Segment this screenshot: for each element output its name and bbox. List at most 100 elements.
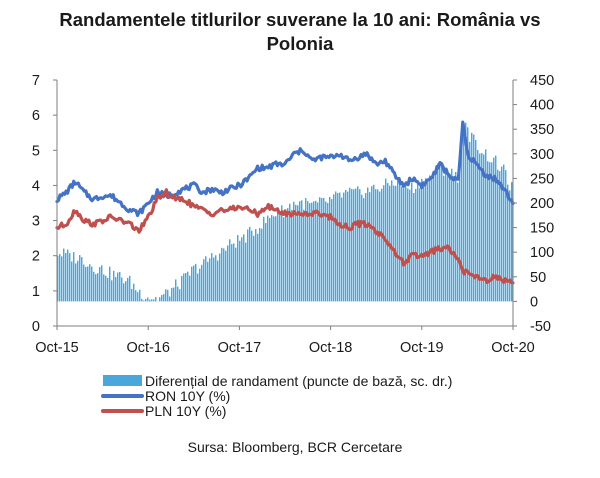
- right-tick-label: -50: [530, 319, 551, 335]
- chart-legend: Diferențial de randament (puncte de bază…: [101, 373, 452, 419]
- spread-bar: [207, 261, 209, 302]
- spread-bar: [365, 193, 367, 302]
- spread-bar: [465, 122, 467, 302]
- spread-bar: [107, 277, 109, 302]
- spread-bar: [317, 202, 319, 302]
- spread-bar: [91, 266, 93, 302]
- spread-bar: [89, 264, 91, 302]
- spread-bar: [393, 185, 395, 302]
- spread-bar: [259, 228, 261, 302]
- spread-bar: [471, 132, 473, 302]
- spread-bar: [485, 149, 487, 302]
- spread-bar: [153, 299, 155, 302]
- spread-bar: [265, 223, 267, 302]
- spread-bar: [93, 271, 95, 302]
- spread-bar: [313, 201, 315, 302]
- spread-bar: [331, 199, 333, 302]
- spread-bar: [167, 289, 169, 302]
- spread-bar: [215, 255, 217, 302]
- spread-bar: [237, 235, 239, 302]
- spread-bar: [115, 277, 117, 302]
- spread-bar: [453, 176, 455, 302]
- spread-bar: [187, 271, 189, 302]
- spread-bar: [263, 216, 265, 302]
- spread-bar: [147, 297, 149, 302]
- spread-bar: [349, 187, 351, 302]
- spread-bar: [123, 283, 125, 302]
- spread-bar: [333, 194, 335, 302]
- spread-bar: [165, 289, 167, 302]
- right-tick-label: 150: [530, 221, 554, 237]
- spread-bar: [431, 178, 433, 302]
- spread-bar: [255, 229, 257, 302]
- legend-label-spread: Diferențial de randament (puncte de bază…: [145, 373, 452, 389]
- spread-bar: [443, 175, 445, 302]
- spread-bar: [127, 278, 129, 302]
- spread-bar: [97, 273, 99, 302]
- spread-bars: [57, 122, 513, 302]
- spread-bar: [75, 263, 77, 302]
- spread-bar: [241, 237, 243, 302]
- spread-bar: [487, 161, 489, 302]
- spread-bar: [403, 188, 405, 302]
- left-tick-label: 5: [32, 143, 40, 159]
- spread-bar: [231, 244, 233, 302]
- spread-bar: [351, 189, 353, 302]
- spread-bar: [367, 187, 369, 302]
- legend-label-ron: RON 10Y (%): [145, 388, 230, 404]
- right-tick-label: 400: [530, 98, 554, 114]
- spread-bar: [63, 248, 65, 302]
- spread-bar: [481, 153, 483, 302]
- spread-bar: [223, 248, 225, 302]
- spread-bar: [249, 226, 251, 302]
- spread-bar: [377, 189, 379, 302]
- spread-bar: [85, 266, 87, 302]
- spread-bar: [155, 297, 157, 302]
- spread-bar: [343, 192, 345, 302]
- spread-bar: [501, 166, 503, 302]
- spread-bar: [197, 273, 199, 302]
- spread-bar: [347, 191, 349, 302]
- spread-bar: [489, 162, 491, 302]
- spread-bar: [113, 270, 115, 302]
- spread-bar: [475, 140, 477, 302]
- spread-bar: [423, 186, 425, 302]
- spread-bar: [121, 277, 123, 302]
- pln-10y-line: [55, 188, 515, 285]
- spread-bar: [413, 192, 415, 302]
- spread-bar: [321, 198, 323, 302]
- spread-bar: [177, 286, 179, 302]
- spread-bar: [411, 182, 413, 302]
- spread-bar: [59, 254, 61, 302]
- spread-bar: [391, 180, 393, 302]
- spread-bar: [445, 172, 447, 302]
- spread-bar: [293, 201, 295, 302]
- spread-bar: [203, 259, 205, 302]
- spread-bar: [503, 164, 505, 302]
- spread-bar: [185, 273, 187, 302]
- spread-bar: [297, 205, 299, 302]
- spread-bar: [455, 171, 457, 302]
- spread-bar: [171, 287, 173, 302]
- spread-bar: [463, 128, 465, 302]
- spread-bar: [173, 287, 175, 302]
- source-note: Sursa: Bloomberg, BCR Cercetare: [188, 439, 403, 455]
- spread-bar: [497, 169, 499, 302]
- spread-bar: [71, 261, 73, 302]
- spread-bar: [311, 202, 313, 302]
- spread-bar: [229, 239, 231, 302]
- spread-bar: [379, 191, 381, 302]
- right-tick-label: 250: [530, 171, 554, 187]
- spread-bar: [195, 263, 197, 302]
- spread-bar: [135, 290, 137, 302]
- spread-bar: [459, 153, 461, 302]
- spread-bar: [275, 216, 277, 302]
- spread-bar: [491, 162, 493, 302]
- spread-bar: [325, 201, 327, 302]
- left-tick-label: 3: [32, 214, 40, 230]
- spread-bar: [433, 176, 435, 302]
- chart-title: Randamentele titlurilor suverane la 10 a…: [0, 8, 600, 56]
- x-tick-label: Oct-19: [400, 340, 444, 356]
- spread-bar: [483, 154, 485, 302]
- spread-bar: [175, 279, 177, 302]
